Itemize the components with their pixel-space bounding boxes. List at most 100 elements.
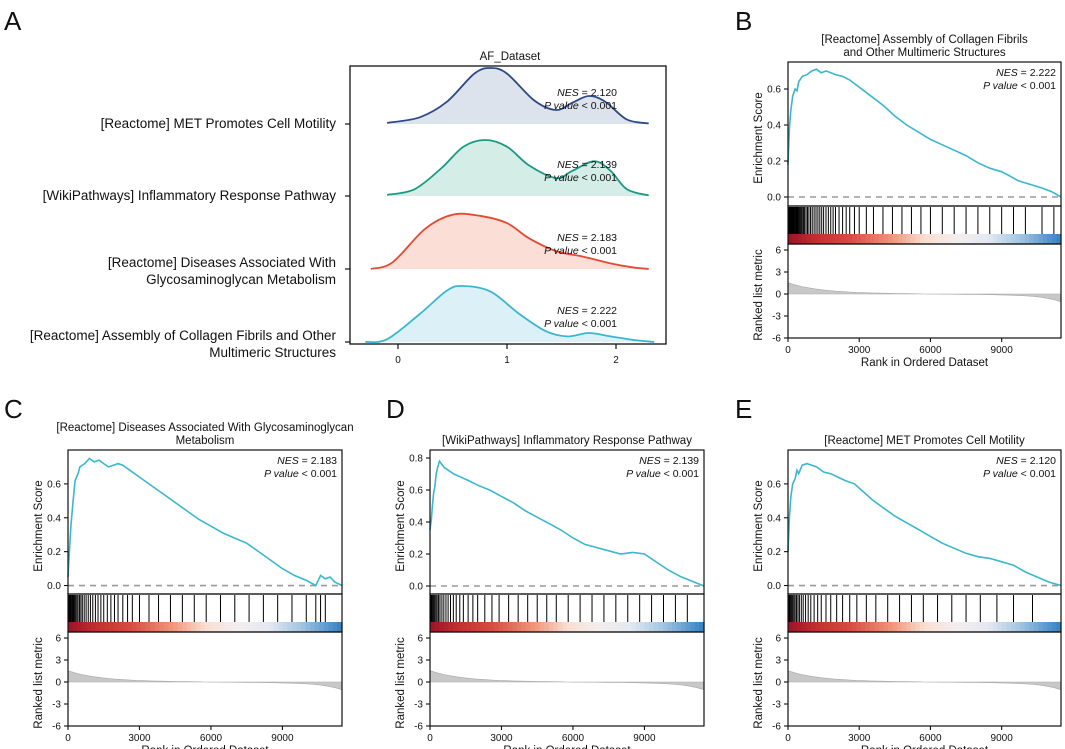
- p3-heat-cell-50: [658, 622, 664, 632]
- ridge-p-3-key: P value: [544, 318, 579, 330]
- p3-es-ytick-label-4: 0.8: [409, 454, 423, 465]
- p2-heat-cell-37: [236, 622, 243, 632]
- panel-letter-c: C: [4, 394, 23, 424]
- p3-heat-cell-53: [672, 622, 678, 632]
- p3-pvalue-key: P value: [626, 468, 661, 480]
- p3-nes-key: NES: [639, 455, 661, 467]
- p4-heat-cell-26: [906, 622, 912, 632]
- p3-es-ytick-label-2: 0.4: [409, 518, 423, 529]
- p1-heat-cell-16: [860, 234, 866, 244]
- p4-heat-cell-13: [847, 622, 853, 632]
- ridge-x-axis: 0 1 2: [395, 344, 619, 366]
- ridge-nes-1: NES = 2.139: [557, 159, 617, 171]
- p2-es-ytick-label-1: 0.2: [47, 547, 61, 558]
- ridge-line-0: [386, 67, 649, 125]
- p2-heat-cell-56: [323, 622, 329, 632]
- p1-es-ytick-label-2: 0.4: [767, 121, 781, 132]
- p4-heat-cell-25: [901, 622, 907, 632]
- p4-heat-cell-53: [1029, 622, 1035, 632]
- p4-heat-cell-38: [960, 622, 967, 632]
- ridge-nes-3: NES = 2.222: [557, 305, 617, 317]
- p1-heat-cell-46: [997, 234, 1003, 244]
- p1-pvalue-value: < 0.001: [1018, 80, 1056, 92]
- p2-metric-ytick-label-4: -6: [52, 722, 61, 733]
- p1-heat-cell-45: [992, 234, 998, 244]
- p2-heat-cell-43: [264, 622, 270, 632]
- p1-heat-cell-55: [1038, 234, 1044, 244]
- p4-xtick-label-1: 3000: [848, 733, 871, 744]
- p4-heat-cell-29: [919, 622, 926, 632]
- ridge-p-1: P value < 0.001: [544, 172, 617, 184]
- p3-xtick-label-1: 3000: [490, 733, 513, 744]
- p1-title-line-0: [Reactome] Assembly of Collagen Fibrils: [821, 34, 1028, 46]
- p2-heat-cell-20: [159, 622, 165, 632]
- p1-heat-cell-50: [1015, 234, 1021, 244]
- p4-heat-cell-22: [888, 622, 894, 632]
- p2-heat-cell-0: [68, 622, 74, 632]
- p1-es-ytick-label-1: 0.2: [767, 157, 781, 168]
- p4-heat-cell-18: [869, 622, 876, 632]
- p2-es-ytick-label-2: 0.4: [47, 513, 61, 524]
- p4-metric-ylabel: Ranked list metric: [753, 637, 765, 729]
- p1-heat-cell-15: [856, 234, 862, 244]
- p1-es-curve: [787, 68, 1062, 198]
- p4-heat-cell-10: [833, 622, 839, 632]
- ridge-nes-0-key: NES: [557, 87, 579, 99]
- p3-es-ytick-label-0: 0.0: [409, 582, 423, 593]
- p4-heat-cell-45: [992, 622, 998, 632]
- ridge-p-3: P value < 0.001: [544, 318, 617, 330]
- p4-heat-cell-19: [874, 622, 880, 632]
- p2-heat-cell-19: [154, 622, 160, 632]
- p4-metric-ytick-label-0: 6: [775, 634, 781, 645]
- p2-heat-cell-46: [278, 622, 284, 632]
- p2-heat-cell-53: [310, 622, 316, 632]
- p3-heat-cell-10: [475, 622, 481, 632]
- p4-heat-cell-27: [910, 622, 916, 632]
- p3-heat-cell-2: [439, 622, 445, 632]
- p3-heat-cell-46: [640, 622, 646, 632]
- p2-heat-cell-16: [141, 622, 147, 632]
- p2-heat-cell-42: [259, 622, 265, 632]
- p3-heat-cell-13: [489, 622, 495, 632]
- p4-heat-cell-44: [988, 622, 994, 632]
- p1-metric-frame: [787, 243, 1062, 339]
- p4-heat-cell-57: [1047, 622, 1053, 632]
- p4-es-ytick-label-1: 0.2: [767, 547, 781, 558]
- p1-pvalue-key: P value: [983, 80, 1018, 92]
- p3-heat-cell-7: [461, 622, 468, 632]
- p2-heat-cell-48: [287, 622, 293, 632]
- p1-xlabel: Rank in Ordered Dataset: [861, 357, 989, 369]
- p3-metric-ylabel: Ranked list metric: [395, 637, 407, 729]
- p1-heat-cell-19: [874, 234, 880, 244]
- p2-heat-cell-12: [122, 622, 128, 632]
- p3-heat-cell-14: [493, 622, 500, 632]
- p2-pvalue-key: P value: [264, 468, 299, 480]
- ridge-fill-1: [387, 140, 649, 196]
- p3-heat-cell-36: [594, 622, 600, 632]
- p3-heat-cell-34: [585, 622, 591, 632]
- p4-heat-cell-6: [815, 622, 821, 632]
- p3-heat-cell-28: [557, 622, 564, 632]
- p1-heat-cell-5: [810, 234, 816, 244]
- p4-es-ylabel: Enrichment Score: [753, 480, 765, 571]
- p2-es-ytick-label-3: 0.6: [47, 479, 61, 490]
- p2-heat-cell-41: [255, 622, 261, 632]
- p1-heat-cell-17: [865, 234, 871, 244]
- p2-heat-cell-9: [109, 622, 115, 632]
- p2-es-ytick-label-0: 0.0: [47, 581, 61, 592]
- p3-heat-cell-32: [576, 622, 582, 632]
- p4-heat-cell-43: [983, 622, 989, 632]
- p2-heat-cell-18: [150, 622, 156, 632]
- ridge-p-0-key: P value: [544, 100, 579, 112]
- p2-pvalue: P value < 0.001: [264, 468, 337, 480]
- p4-heat-cell-51: [1020, 622, 1026, 632]
- p1-nes-value: = 2.222: [1018, 67, 1056, 79]
- p1-heat-cell-22: [888, 234, 894, 244]
- p2-heat-cell-15: [136, 622, 142, 632]
- p3-xtick-label-2: 6000: [562, 733, 585, 744]
- p3-heat-cell-57: [690, 622, 696, 632]
- p2-heat-cell-40: [250, 622, 256, 632]
- p2-heat-cell-47: [282, 622, 288, 632]
